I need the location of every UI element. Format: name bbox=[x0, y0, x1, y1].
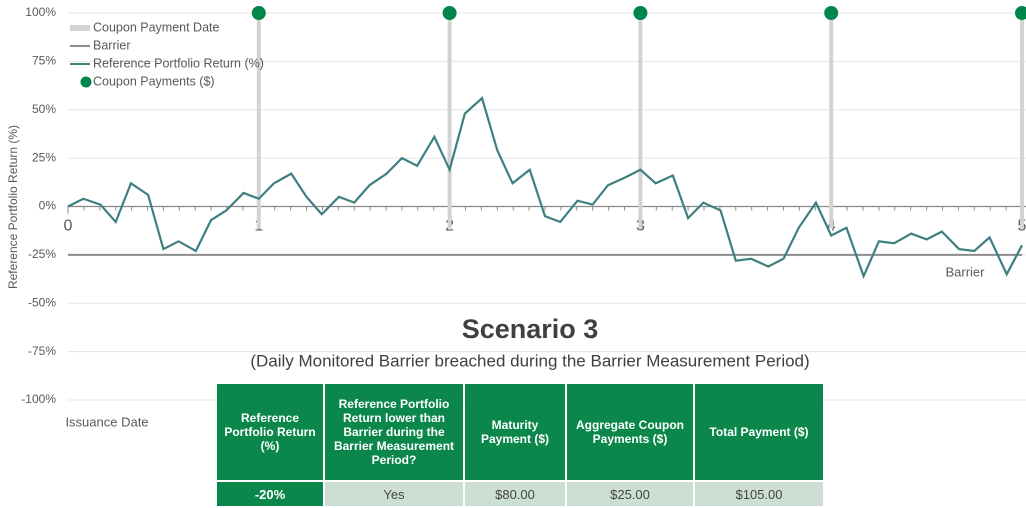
y-tick-label: 100% bbox=[25, 5, 56, 19]
table-cell: -20% bbox=[217, 482, 323, 506]
series-line bbox=[67, 96, 1023, 280]
coupon-dot bbox=[251, 6, 266, 20]
header-cell: Reference Portfolio Return lower than Ba… bbox=[325, 384, 463, 480]
y-tick-label: -25% bbox=[28, 247, 56, 261]
table-cell: $105.00 bbox=[695, 482, 823, 506]
table-cell: $80.00 bbox=[465, 482, 565, 506]
coupon-dot bbox=[442, 6, 457, 20]
y-tick-label: -75% bbox=[28, 344, 56, 358]
result-table: Reference Portfolio Return (%) Reference … bbox=[215, 382, 825, 508]
y-tick-label: 75% bbox=[32, 54, 56, 68]
header-cell: Total Payment ($) bbox=[695, 384, 823, 480]
y-tick-label: 0% bbox=[39, 199, 57, 213]
table-header: Reference Portfolio Return (%) Reference … bbox=[217, 384, 823, 480]
table-body: -20% Yes $80.00 $25.00 $105.00 bbox=[217, 482, 823, 506]
header-cell: Maturity Payment ($) bbox=[465, 384, 565, 480]
legend-swatch bbox=[80, 76, 92, 88]
legend-label: Barrier bbox=[93, 38, 131, 52]
header-cell: Reference Portfolio Return (%) bbox=[217, 384, 323, 480]
y-tick-label: 25% bbox=[32, 150, 56, 164]
legend-label: Coupon Payment Date bbox=[93, 20, 220, 34]
y-axis-label: Reference Portfolio Return (%) bbox=[6, 125, 20, 289]
issuance-label: Issuance Date bbox=[65, 414, 148, 429]
coupon-dot bbox=[824, 6, 839, 20]
chart-subtitle: (Daily Monitored Barrier breached during… bbox=[250, 351, 809, 370]
header-cell: Aggregate Coupon Payments ($) bbox=[567, 384, 693, 480]
legend-label: Coupon Payments ($) bbox=[93, 74, 215, 88]
table-cell: $25.00 bbox=[567, 482, 693, 506]
coupon-dot bbox=[633, 6, 648, 20]
y-tick-label: -100% bbox=[21, 392, 56, 406]
barrier-label: Barrier bbox=[945, 264, 985, 279]
coupon-dot bbox=[1015, 6, 1026, 20]
x-tick-label: 0 bbox=[64, 218, 73, 235]
legend-label: Reference Portfolio Return (%) bbox=[93, 56, 264, 70]
table-cell: Yes bbox=[325, 482, 463, 506]
chart-title: Scenario 3 bbox=[462, 314, 599, 344]
y-tick-label: 50% bbox=[32, 102, 56, 116]
y-tick-label: -50% bbox=[28, 295, 56, 309]
table-row: -20% Yes $80.00 $25.00 $105.00 bbox=[217, 482, 823, 506]
